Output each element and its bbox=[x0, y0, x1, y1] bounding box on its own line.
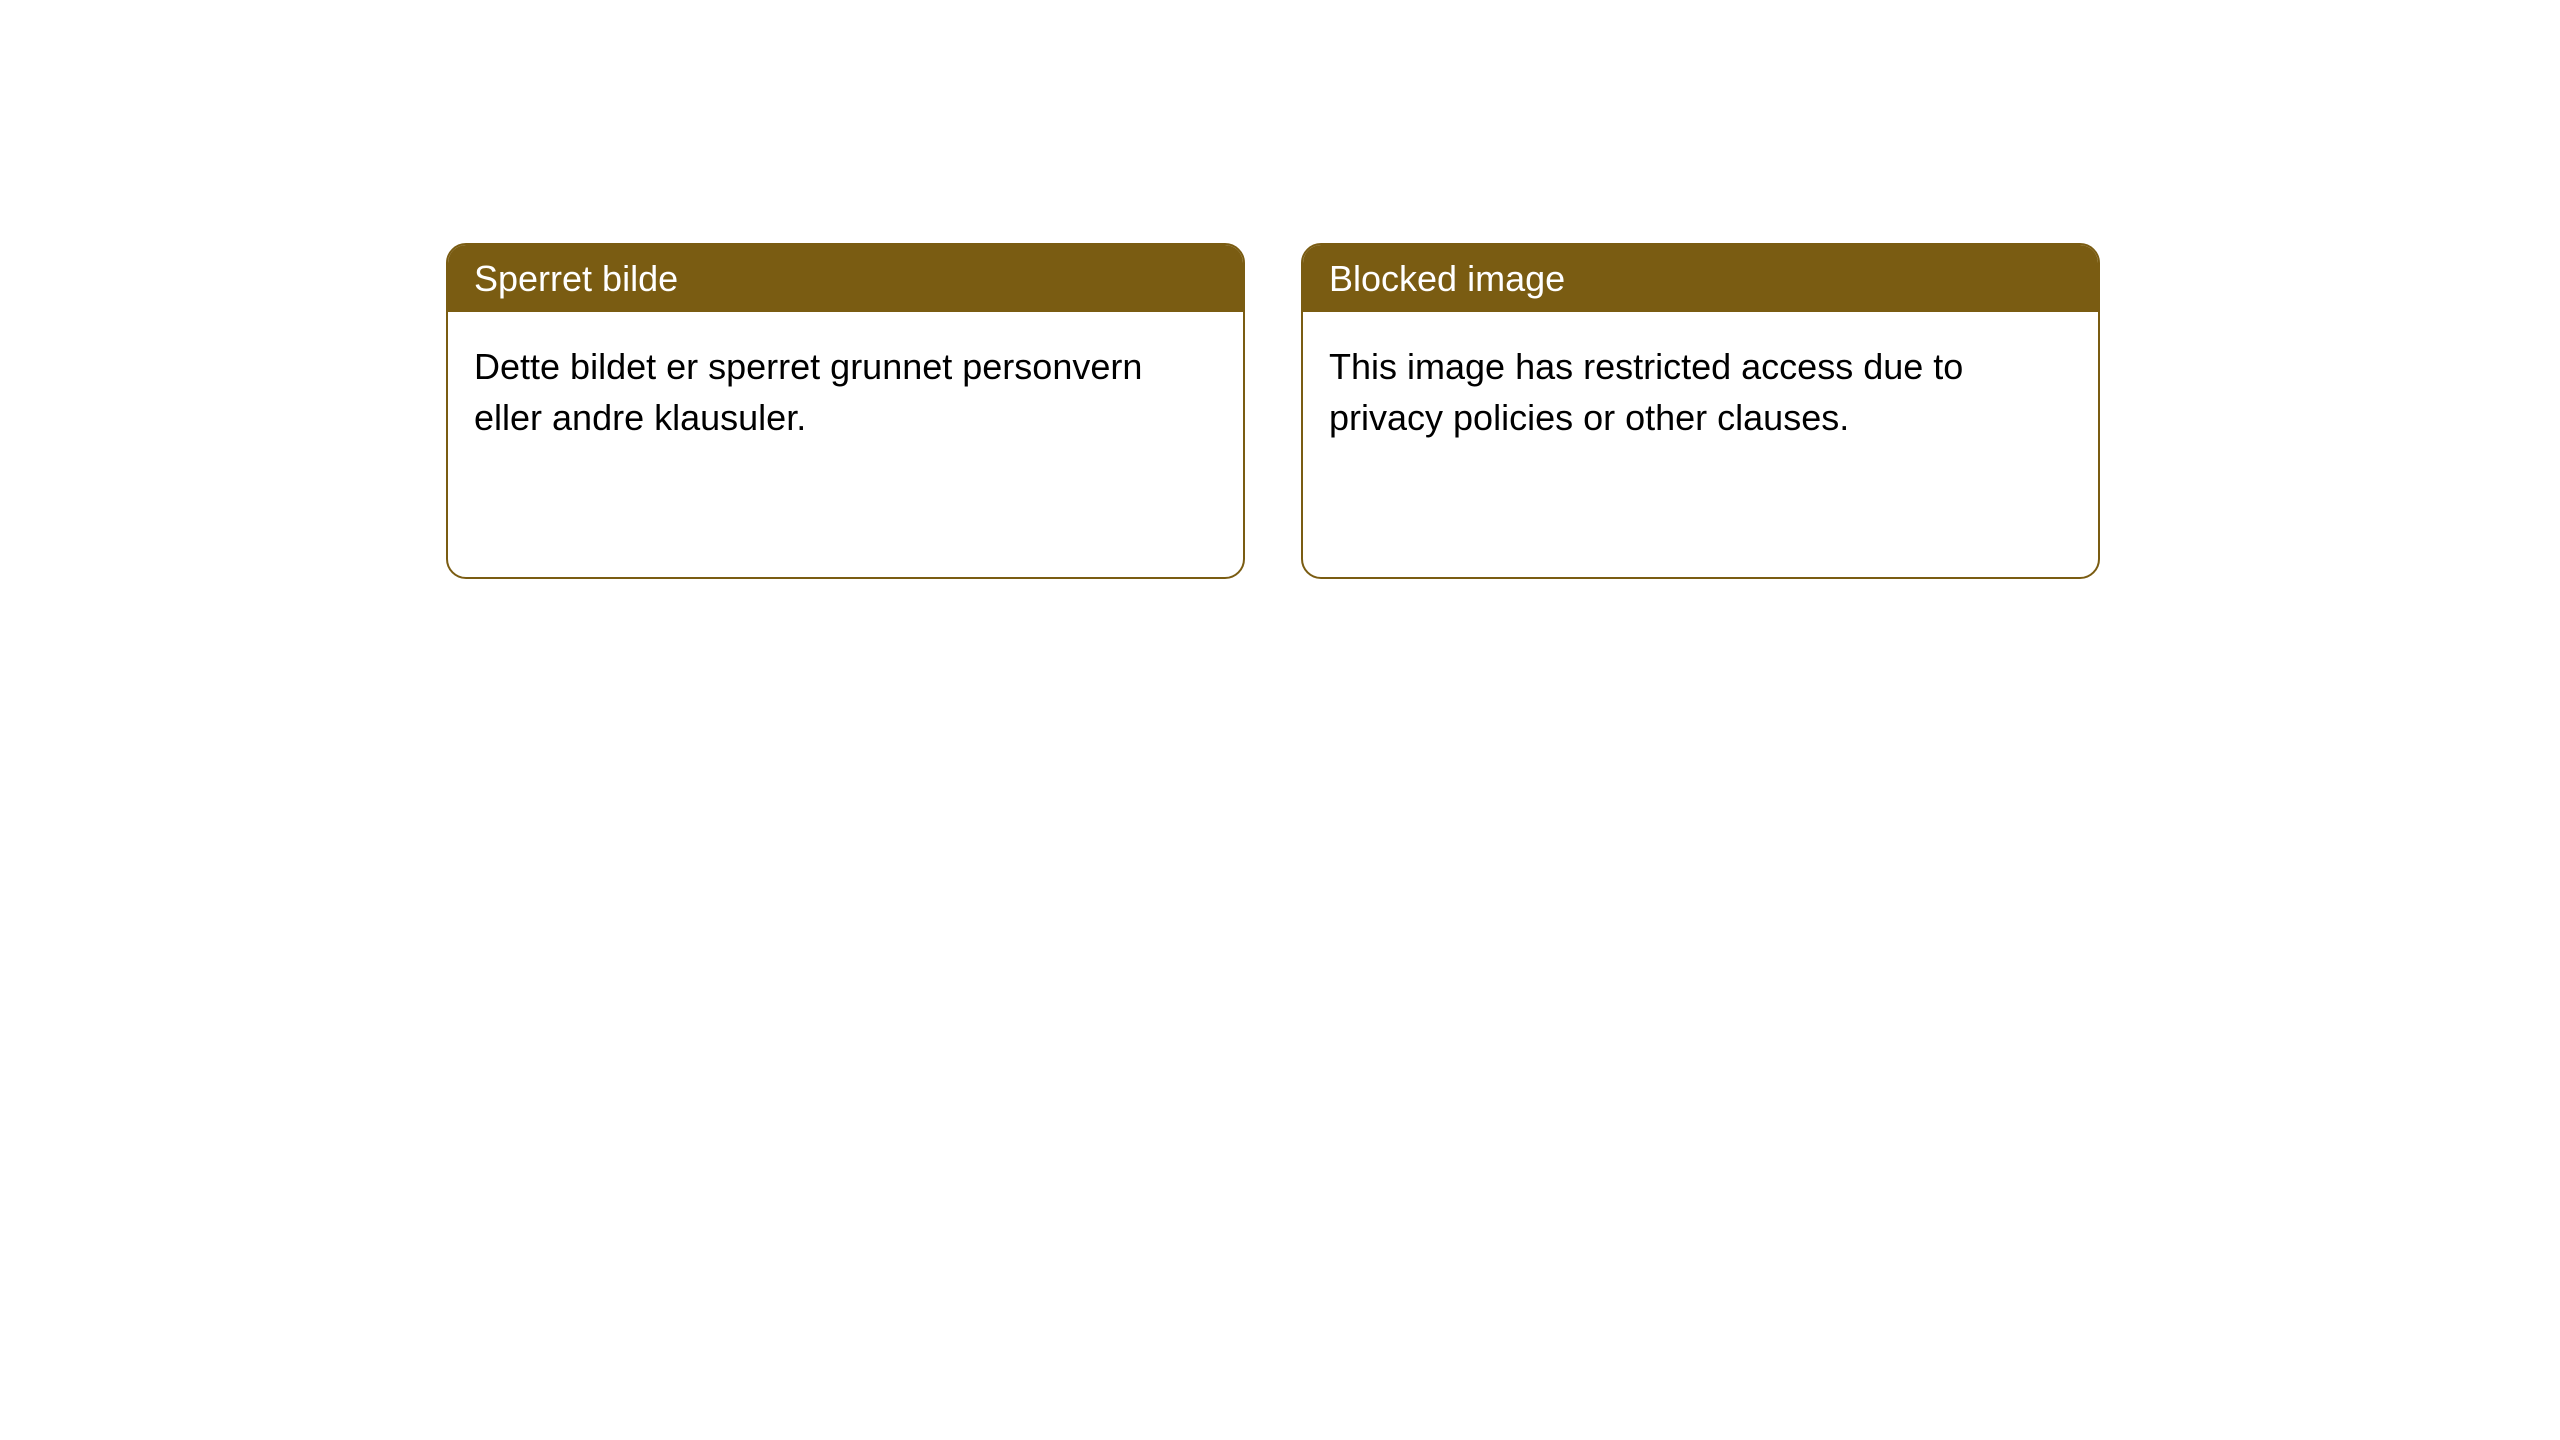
notice-body-no: Dette bildet er sperret grunnet personve… bbox=[448, 312, 1243, 473]
notice-container: Sperret bilde Dette bildet er sperret gr… bbox=[446, 243, 2100, 579]
notice-body-en: This image has restricted access due to … bbox=[1303, 312, 2098, 473]
notice-title-no: Sperret bilde bbox=[448, 245, 1243, 312]
notice-title-en: Blocked image bbox=[1303, 245, 2098, 312]
notice-card-en: Blocked image This image has restricted … bbox=[1301, 243, 2100, 579]
notice-card-no: Sperret bilde Dette bildet er sperret gr… bbox=[446, 243, 1245, 579]
